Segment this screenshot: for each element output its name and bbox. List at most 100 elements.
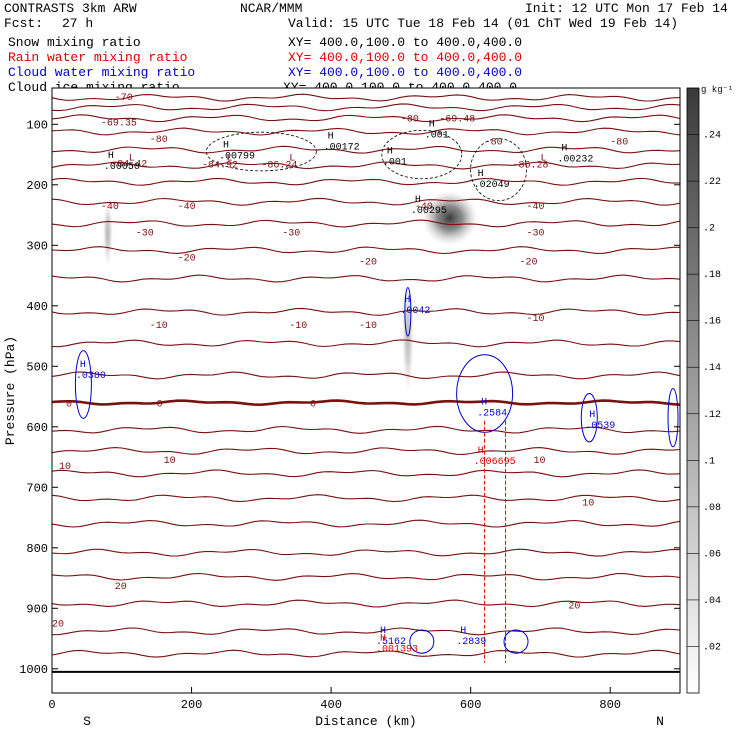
extremum-type-4: H	[429, 119, 435, 130]
colorbar-label-5: .12	[703, 410, 721, 421]
isotherm-label-12: L	[540, 154, 546, 165]
extremum-value-10: .2584	[477, 409, 507, 420]
isotherm-24	[51, 649, 681, 658]
isotherm-22	[51, 599, 681, 608]
extremum-type-14: H	[460, 626, 466, 637]
isotherm-label-3: L	[129, 154, 135, 165]
extremum-type-0: H	[108, 151, 114, 162]
colorbar-label-2: .06	[703, 549, 721, 560]
colorbar-label-8: .18	[703, 270, 721, 281]
isotherm-label-2: -80	[150, 135, 168, 146]
y-axis-label: Pressure (hPa)	[3, 336, 18, 445]
colorbar-unit: g kg⁻¹	[701, 85, 733, 95]
extremum-value-3: .001	[383, 158, 407, 169]
extremum-type-15: H	[380, 634, 386, 645]
extremum-value-11: .0539	[585, 421, 615, 432]
cloud-water-contour-4	[404, 287, 412, 337]
isotherm-label-22: -20	[178, 253, 196, 264]
x-tick-label-4: 800	[599, 698, 621, 712]
colorbar-label-10: .22	[703, 177, 721, 188]
isotherm-5	[51, 161, 681, 170]
isotherm-label-23: -20	[359, 258, 377, 269]
extremum-type-5: H	[561, 144, 567, 155]
x-end-right: N	[656, 714, 664, 729]
isotherm-label-11: -80	[485, 137, 503, 148]
y-tick-label-6: 700	[26, 481, 48, 495]
legend-cloud-water-xy: XY= 400.0,100.0 to 400.0,400.0	[288, 65, 523, 80]
isotherm-20	[51, 548, 681, 557]
extremum-type-6: H	[415, 195, 421, 206]
extremum-value-13: .5162	[376, 637, 406, 648]
isotherm-7	[51, 197, 681, 206]
isotherm-21	[51, 572, 681, 581]
extremum-value-6: .00295	[411, 206, 447, 217]
isotherm-label-18: -40	[526, 202, 544, 213]
isotherm-label-35: 20	[568, 601, 580, 612]
y-tick-label-5: 600	[26, 421, 48, 435]
isotherm-2	[51, 114, 681, 123]
isotherm-label-32: 10	[582, 498, 594, 509]
extremum-type-8: H	[404, 295, 410, 306]
cloud-water-contour-0	[74, 350, 92, 419]
isotherm-label-1: -69.35	[101, 119, 137, 130]
isotherm-23	[51, 627, 681, 636]
legend-snow: Snow mixing ratio	[8, 35, 141, 50]
y-tick-label-0: 100	[26, 118, 48, 132]
extremum-type-13: H	[380, 626, 386, 637]
isotherm-label-10: -69.48	[439, 114, 475, 125]
cloud-ice-contour-1	[381, 129, 463, 180]
x-axis-label: Distance (km)	[315, 714, 416, 729]
y-tick-label-7: 800	[26, 542, 48, 556]
fcst-label: Fcst:	[4, 16, 44, 31]
isotherm-10	[51, 274, 681, 283]
isotherm-3	[51, 127, 681, 136]
y-tick-label-1: 200	[26, 179, 48, 193]
isotherm-label-6: -84.92	[202, 160, 238, 171]
extremum-type-12: H	[478, 446, 484, 457]
isotherm-13	[51, 371, 681, 380]
isotherm-14	[51, 399, 681, 407]
extremum-value-1: .00799	[219, 152, 255, 163]
colorbar-label-11: .24	[703, 131, 721, 142]
zero-isotherm-label-0: 0	[66, 400, 72, 411]
cloud-ice-contour-0	[205, 131, 317, 172]
x-tick-label-1: 200	[181, 698, 203, 712]
zero-isotherm-label-2: 0	[310, 400, 316, 411]
colorbar-label-6: .14	[703, 363, 721, 374]
extremum-value-8: .0042	[400, 306, 430, 317]
isotherm-16	[51, 447, 681, 455]
extremum-value-14: .2839	[456, 637, 486, 648]
legend-cloud-water: Cloud water mixing ratio	[8, 65, 196, 80]
rain-contour	[484, 420, 507, 663]
y-tick-label-4: 500	[26, 360, 48, 374]
isotherm-label-14: -80	[610, 137, 628, 148]
isotherm-8	[51, 219, 681, 228]
isotherm-label-15: -40	[101, 202, 119, 213]
isotherm-label-31: 10	[533, 456, 545, 467]
extremum-value-15: .001393	[376, 645, 418, 656]
extremum-type-7: H	[478, 169, 484, 180]
isotherm-19	[51, 519, 681, 528]
extremum-type-2: H	[328, 132, 334, 143]
isotherm-label-13: -86.28	[513, 160, 549, 171]
legend-rain: Rain water mixing ratio	[8, 50, 188, 65]
isotherm-label-17: -40	[415, 202, 433, 213]
isotherm-label-27: -10	[359, 321, 377, 332]
isotherm-label-28: -10	[526, 314, 544, 325]
valid-time: Valid: 15 UTC Tue 18 Feb 14 (01 ChT Wed …	[288, 16, 679, 31]
cloud-water-contour-2	[580, 393, 598, 443]
extremum-type-1: H	[223, 141, 229, 152]
colorbar-label-9: .2	[703, 224, 715, 235]
zero-isotherm-label-1: 0	[157, 400, 163, 411]
colorbar-label-3: .08	[703, 503, 721, 514]
y-tick-label-3: 400	[26, 300, 48, 314]
extremum-value-7: .02049	[474, 180, 510, 191]
snow-blob-0	[421, 190, 478, 246]
extremum-type-3: H	[387, 147, 393, 158]
isotherm-18	[51, 494, 681, 503]
y-tick-label-2: 300	[26, 239, 48, 253]
init-time: Init: 12 UTC Mon 17 Feb 14	[525, 1, 728, 16]
isotherm-label-25: -10	[150, 321, 168, 332]
cloud-water-contour-1	[456, 354, 514, 433]
